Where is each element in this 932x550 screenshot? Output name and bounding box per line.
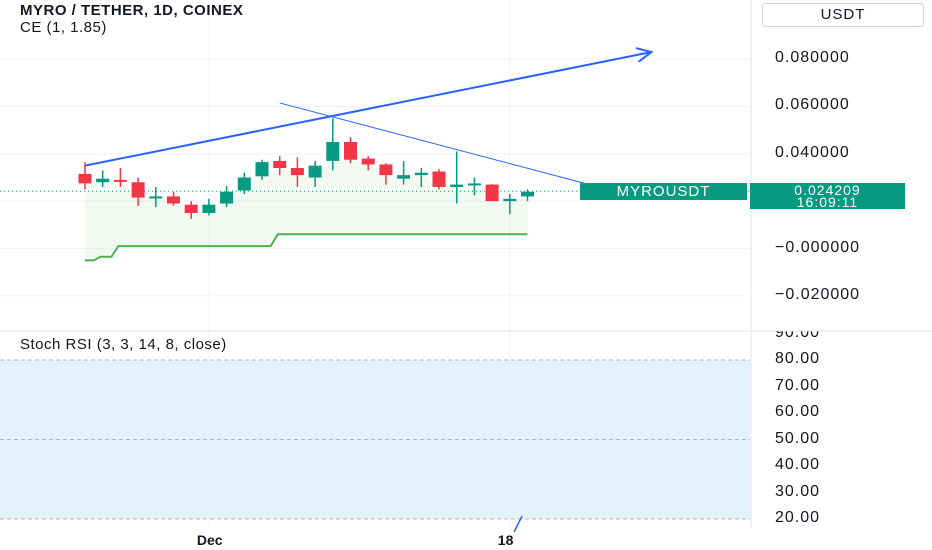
last-price-tag: 0.024209 16:09:11 [750,183,905,209]
price-tick-label: 0.080000 [775,49,850,67]
candle-body [255,162,269,177]
candle-body [326,141,340,161]
candle-body [290,168,304,176]
candle-body [432,171,446,187]
candle[interactable] [414,168,428,187]
candle-body [521,191,534,197]
last-price-value: 0.024209 [794,182,861,198]
stoch-tick-label: 40.00 [775,456,821,473]
candle[interactable] [485,184,499,202]
candle-body [220,191,234,204]
candle-body [273,160,287,169]
currency-button[interactable]: USDT [762,3,924,27]
candle-body [485,184,499,202]
candle[interactable] [308,160,322,187]
candle-body [113,179,127,182]
candle-body [361,158,375,165]
candle[interactable] [379,163,393,185]
stoch-rsi-legend[interactable]: Stoch RSI (3, 3, 14, 8, close) [20,336,227,353]
candle-body [167,196,180,204]
candle[interactable] [326,118,340,171]
candle[interactable] [290,157,304,187]
candle[interactable] [503,194,517,215]
candle[interactable] [184,201,198,219]
candle-body [202,204,216,213]
price-tick-label: −0.000000 [775,238,861,256]
bar-countdown: 16:09:11 [796,194,859,210]
candle[interactable] [255,159,269,180]
trend-arrow-tail [513,515,523,533]
trend-arrow[interactable] [84,51,652,167]
candle-body [397,175,411,179]
candle[interactable] [344,137,357,164]
candle-body [237,177,251,191]
candle-body [379,164,393,176]
candle[interactable] [131,177,145,206]
candle-body [78,173,92,184]
candle-body [149,196,163,199]
price-tick-label: 0.040000 [775,143,850,161]
candle[interactable] [149,186,163,208]
chandelier-fill [85,159,528,261]
stoch-tick-label: 50.00 [775,429,821,447]
candle[interactable] [467,177,481,196]
trend-line[interactable] [279,102,590,186]
stoch-tick-label: 30.00 [775,482,821,500]
candle[interactable] [361,156,375,171]
candle[interactable] [397,160,411,185]
candle-body [184,204,198,213]
candle[interactable] [432,169,446,190]
stoch-tick-label: 20.00 [775,509,821,526]
trend-arrow-head [635,47,654,63]
chart-title[interactable]: MYRO / TETHER, 1D, COINEX [20,2,244,19]
chandelier-exit-line[interactable] [85,233,528,262]
time-tick-label: Dec [196,532,223,548]
candle-body [344,141,357,160]
candle[interactable] [521,189,534,202]
stoch-tick-label: 60.00 [775,403,821,420]
candle-body [414,172,428,176]
candle-body [308,165,322,178]
candle[interactable] [450,151,464,204]
candles [78,118,534,219]
candle-body [131,182,145,198]
candle[interactable] [167,191,180,206]
candle[interactable] [273,156,287,176]
candle-body [450,184,464,187]
candle-body [96,178,110,183]
candle[interactable] [220,185,234,208]
candle[interactable] [202,198,216,216]
candle[interactable] [237,172,251,195]
stoch-tick-label: 90.00 [775,323,821,341]
price-tick-label: −0.020000 [775,285,861,303]
time-tick-label: 18 [497,532,514,548]
candle[interactable] [113,168,127,187]
candle-body [467,183,481,186]
symbol-price-tag: MYROUSDT [580,183,747,200]
chandelier-exit-legend[interactable]: CE (1, 1.85) [20,19,107,36]
candle[interactable] [78,162,92,190]
stoch-tick-label: 70.00 [775,376,821,394]
candle[interactable] [96,170,110,187]
price-tick-label: 0.060000 [775,96,850,114]
candle-body [503,198,517,202]
stoch-tick-label: 80.00 [775,350,821,367]
